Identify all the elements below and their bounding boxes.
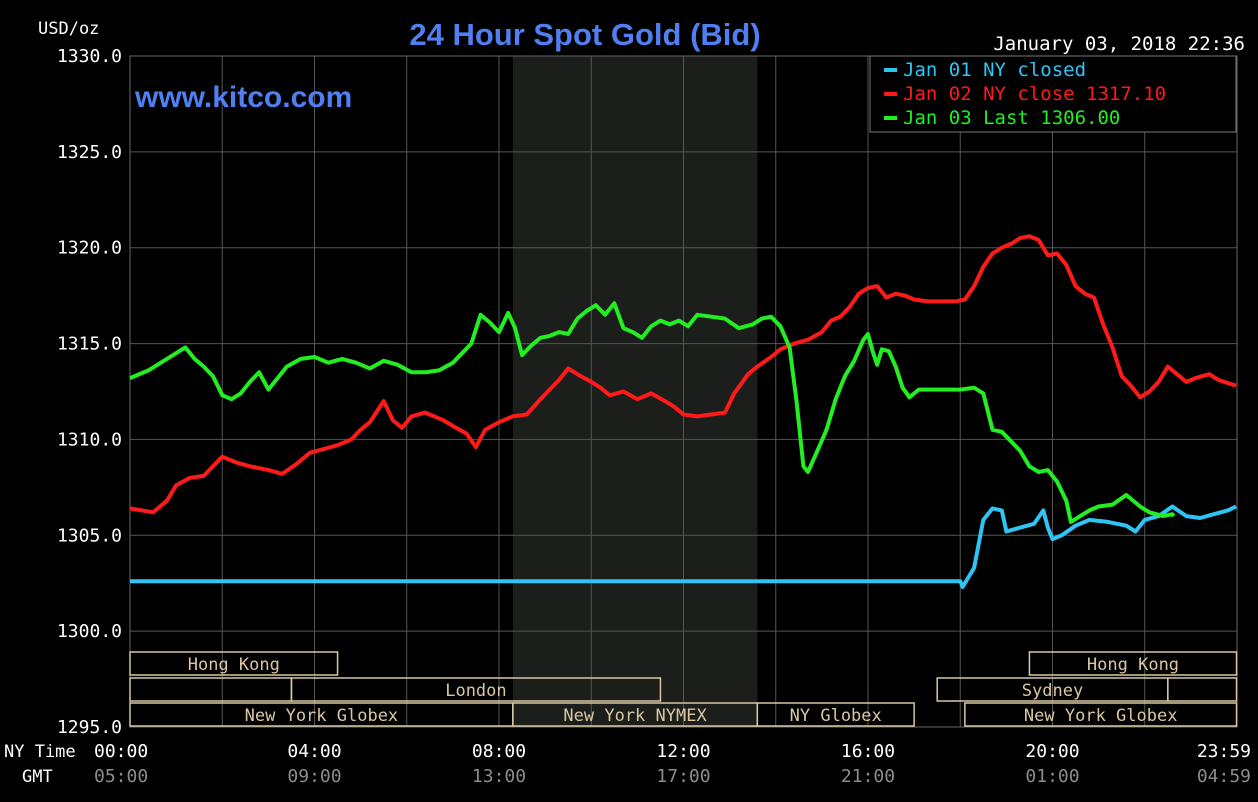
- x-tick-label-gmt: 17:00: [656, 766, 710, 787]
- chart-title: 24 Hour Spot Gold (Bid): [409, 17, 760, 52]
- y-tick-label: 1325.0: [57, 142, 122, 163]
- trading-sessions: Hong Kong Hong Kong London Sydney New York G…: [129, 651, 1238, 727]
- y-tick-label: 1295.0: [57, 717, 122, 738]
- session-label: Hong Kong: [1087, 655, 1179, 675]
- session-box: [129, 651, 339, 676]
- x-tick-label-ny: 08:00: [472, 741, 526, 762]
- plot-border: [129, 55, 1238, 728]
- legend-entry: Jan 03 Last 1306.00: [903, 107, 1120, 129]
- session-box: [1167, 677, 1238, 702]
- x-tick-label-ny: 00:00: [94, 741, 148, 762]
- x-tick-label-ny: 23:59: [1197, 741, 1251, 762]
- legend-entry: Jan 01 NY closed: [903, 59, 1086, 81]
- x-axis: NY Time GMT 00:00 05:00 04:00 09:00 08:00 13:…: [4, 741, 1251, 787]
- x-tick-label-ny: 04:00: [287, 741, 341, 762]
- session-label: Sydney: [1022, 681, 1083, 701]
- x-tick-label-gmt: 01:00: [1025, 766, 1079, 787]
- session-box: [756, 702, 915, 727]
- session-label: Hong Kong: [188, 655, 280, 675]
- ny-time-label: NY Time: [4, 742, 76, 762]
- session-box: [290, 677, 662, 702]
- y-axis: 1330.0 1325.0 1320.0 1315.0 1310.0 1305.0 1300…: [57, 46, 122, 738]
- x-tick-label-gmt: 05:00: [94, 766, 148, 787]
- session-box: [964, 702, 1238, 727]
- timestamp: January 03, 2018 22:36: [993, 33, 1245, 55]
- x-tick-label-ny: 16:00: [841, 741, 895, 762]
- watermark: www.kitco.com: [134, 81, 352, 114]
- gmt-label: GMT: [22, 767, 53, 787]
- x-tick-label-gmt: 13:00: [472, 766, 526, 787]
- session-label: New York NYMEX: [563, 706, 707, 726]
- y-tick-label: 1330.0: [57, 46, 122, 67]
- session-box: [1028, 651, 1238, 676]
- x-tick-label-gmt: 09:00: [287, 766, 341, 787]
- session-label: NY Globex: [790, 706, 882, 726]
- series-layer: [129, 234, 1237, 589]
- series-line: [130, 504, 1237, 589]
- legend-box: [869, 55, 1237, 133]
- x-tick-label-ny: 20:00: [1025, 741, 1079, 762]
- x-tick-label-ny: 12:00: [656, 741, 710, 762]
- session-label: London: [445, 681, 506, 701]
- y-tick-label: 1320.0: [57, 238, 122, 259]
- y-tick-label: 1315.0: [57, 334, 122, 355]
- y-axis-unit: USD/oz: [38, 19, 99, 39]
- series-line: [129, 301, 1176, 524]
- legend-entry: Jan 02 NY close 1317.10: [903, 83, 1166, 105]
- y-tick-label: 1310.0: [57, 429, 122, 450]
- y-tick-label: 1305.0: [57, 525, 122, 546]
- nymex-session-highlight: [512, 56, 758, 727]
- y-tick-label: 1300.0: [57, 621, 122, 642]
- grid: [129, 55, 1238, 728]
- x-tick-label-gmt: 04:59: [1197, 766, 1251, 787]
- session-label: New York Globex: [245, 706, 399, 726]
- x-tick-label-gmt: 21:00: [841, 766, 895, 787]
- series-line: [129, 234, 1237, 515]
- session-label: New York Globex: [1024, 706, 1178, 726]
